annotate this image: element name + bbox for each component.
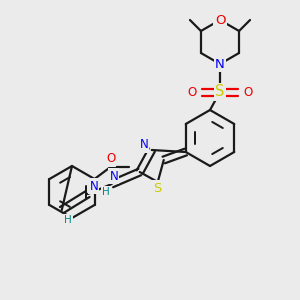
- Text: N: N: [140, 139, 148, 152]
- Text: O: O: [215, 14, 225, 26]
- Text: N: N: [215, 58, 225, 70]
- Text: O: O: [106, 152, 115, 166]
- Text: S: S: [215, 85, 225, 100]
- Text: S: S: [154, 182, 162, 194]
- Text: N: N: [89, 179, 98, 193]
- Text: O: O: [188, 85, 196, 98]
- Text: H: H: [64, 215, 72, 225]
- Text: N: N: [110, 169, 118, 182]
- Text: O: O: [243, 85, 253, 98]
- Text: H: H: [102, 187, 110, 197]
